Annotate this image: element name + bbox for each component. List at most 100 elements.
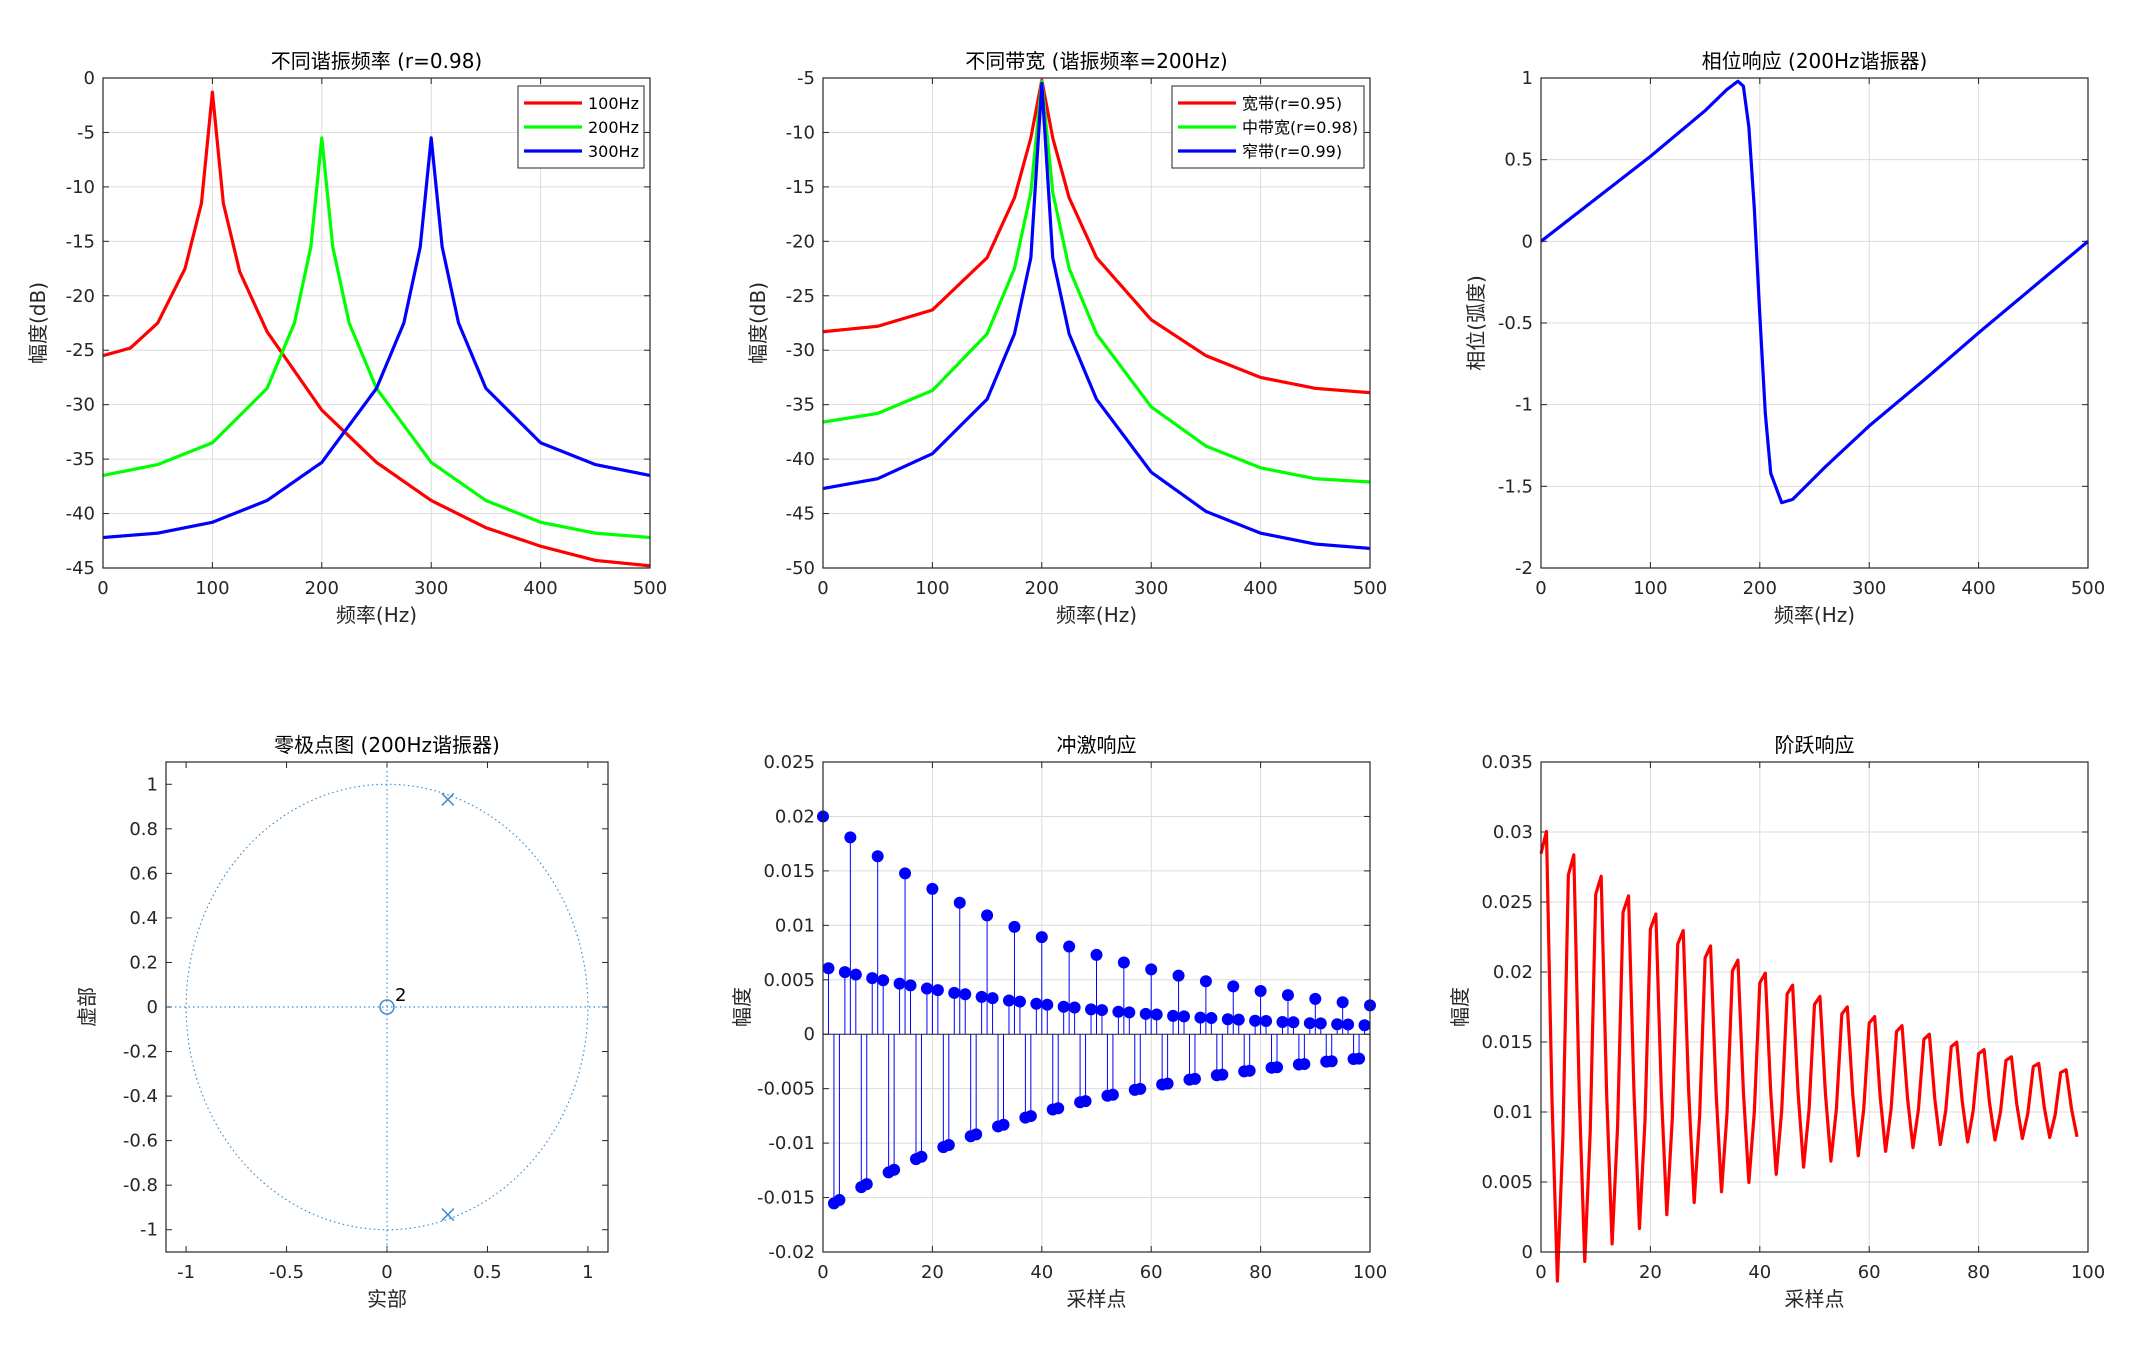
y-tick-label: 0.015 bbox=[763, 861, 815, 882]
y-tick-label: -1 bbox=[140, 1220, 158, 1241]
y-tick-label: 0 bbox=[84, 68, 95, 89]
stem-marker bbox=[833, 1194, 846, 1207]
x-tick-label: 200 bbox=[1743, 578, 1777, 599]
stem-marker bbox=[1314, 1017, 1327, 1030]
y-tick-label: -25 bbox=[786, 286, 815, 307]
series-line-3 bbox=[102, 136, 651, 540]
y-tick-label: -45 bbox=[786, 504, 815, 525]
stem-marker bbox=[1024, 1110, 1037, 1123]
legend-entry-2: 中带宽(r=0.98) bbox=[1242, 118, 1358, 137]
x-tick-label: 0 bbox=[97, 578, 108, 599]
y-tick-label: 0.025 bbox=[763, 752, 815, 773]
y-tick-label: -0.6 bbox=[123, 1131, 158, 1152]
y-tick-label: 0.2 bbox=[129, 952, 158, 973]
y-tick-label: -0.2 bbox=[123, 1042, 158, 1063]
x-axis-label: 频率(Hz) bbox=[336, 603, 417, 627]
y-tick-label: -20 bbox=[786, 231, 815, 252]
x-tick-label: 60 bbox=[1140, 1262, 1163, 1283]
axes-frame bbox=[1540, 77, 2089, 569]
x-tick-label: 400 bbox=[1243, 578, 1277, 599]
stem-marker bbox=[1095, 1004, 1108, 1017]
y-tick-label: 0.02 bbox=[775, 806, 815, 827]
y-tick-label: -10 bbox=[66, 177, 95, 198]
x-tick-label: -0.5 bbox=[269, 1262, 304, 1283]
stem-marker bbox=[920, 982, 933, 995]
stem-marker bbox=[1216, 1068, 1229, 1081]
y-tick-label: 0.4 bbox=[129, 908, 158, 929]
chart-panel-4: -1 -0.5 0 0.5 1 1 0.8 0.6 0.4 0.2 0 -0.2 -0.4 -0.6 -0.… bbox=[75, 733, 609, 1311]
stem-marker bbox=[997, 1118, 1010, 1131]
x-tick-label: 300 bbox=[1134, 578, 1168, 599]
series-line-3 bbox=[822, 81, 1371, 550]
x-tick-label: 20 bbox=[1639, 1262, 1662, 1283]
x-tick-label: 500 bbox=[1353, 578, 1387, 599]
stem-marker bbox=[953, 896, 966, 909]
stem-marker bbox=[1002, 994, 1015, 1007]
stem-marker bbox=[1030, 997, 1043, 1010]
stem-marker bbox=[1145, 963, 1158, 976]
x-tick-label: 20 bbox=[921, 1262, 944, 1283]
y-tick-label: -50 bbox=[786, 558, 815, 579]
y-tick-label: -0.01 bbox=[768, 1133, 815, 1154]
legend-entry-3: 300Hz bbox=[588, 142, 639, 161]
axes-frame bbox=[1540, 761, 2089, 1253]
y-tick-label: -0.015 bbox=[757, 1188, 815, 1209]
stem-marker bbox=[1085, 1003, 1098, 1016]
pole-marker bbox=[441, 792, 455, 806]
stem-marker bbox=[1052, 1102, 1065, 1115]
y-tick-label: 0 bbox=[1522, 231, 1533, 252]
y-axis-label: 幅度 bbox=[1448, 987, 1472, 1027]
stem-marker bbox=[1008, 920, 1021, 933]
stem-marker bbox=[1287, 1016, 1300, 1029]
stem-marker bbox=[1057, 1000, 1070, 1013]
stem-marker bbox=[1205, 1012, 1218, 1025]
step-response-line bbox=[1539, 829, 2079, 1283]
y-tick-label: 0.035 bbox=[1481, 752, 1533, 773]
stem-marker bbox=[866, 972, 879, 985]
stem-marker bbox=[948, 986, 961, 999]
x-axis-label: 实部 bbox=[367, 1287, 407, 1311]
y-tick-label: 0.025 bbox=[1481, 892, 1533, 913]
stem-marker bbox=[975, 990, 988, 1003]
y-axis-label: 相位(弧度) bbox=[1464, 275, 1488, 371]
x-tick-label: 400 bbox=[1961, 578, 1995, 599]
stem-marker bbox=[1194, 1011, 1207, 1024]
x-tick-label: 40 bbox=[1748, 1262, 1771, 1283]
x-tick-label: 60 bbox=[1858, 1262, 1881, 1283]
stem-marker bbox=[1167, 1009, 1180, 1022]
y-tick-label: -0.5 bbox=[1498, 313, 1533, 334]
stem-marker bbox=[1342, 1018, 1355, 1031]
stem-marker bbox=[1303, 1017, 1316, 1030]
stem-marker bbox=[942, 1138, 955, 1151]
x-tick-label: 0.5 bbox=[473, 1262, 502, 1283]
x-tick-label: 500 bbox=[633, 578, 667, 599]
y-tick-label: -0.8 bbox=[123, 1175, 158, 1196]
series-line-2 bbox=[822, 79, 1371, 484]
stem-marker bbox=[931, 984, 944, 997]
y-tick-label: -45 bbox=[66, 558, 95, 579]
axes-frame bbox=[822, 761, 1371, 1253]
x-tick-label: 400 bbox=[523, 578, 557, 599]
y-tick-label: 0.005 bbox=[763, 970, 815, 991]
x-axis-label: 采样点 bbox=[1785, 1287, 1845, 1311]
stem-marker bbox=[822, 962, 835, 975]
y-tick-label: -40 bbox=[66, 504, 95, 525]
y-tick-label: -35 bbox=[66, 449, 95, 470]
chart-panel-5: 0 20 40 60 80 1000.0250.020.0150.010.0050-0.0… bbox=[730, 733, 1387, 1311]
chart-title: 相位响应 (200Hz谐振器) bbox=[1702, 49, 1928, 73]
stem-marker bbox=[1150, 1008, 1163, 1021]
x-tick-label: 300 bbox=[414, 578, 448, 599]
y-tick-label: -0.02 bbox=[768, 1242, 815, 1263]
stem-marker bbox=[1134, 1082, 1147, 1095]
x-axis-label: 采样点 bbox=[1067, 1287, 1127, 1311]
y-tick-label: 0 bbox=[1522, 1242, 1533, 1263]
stem-marker bbox=[1336, 996, 1349, 1009]
zero-multiplicity-label: 2 bbox=[395, 985, 406, 1006]
x-tick-label: 100 bbox=[2071, 1262, 2105, 1283]
chart-panel-6: 0 20 40 60 80 100 0.035 0.03 0.025 0.02 0.015 0.01 0… bbox=[1448, 733, 2105, 1311]
x-tick-label: 40 bbox=[1030, 1262, 1053, 1283]
stem-marker bbox=[1178, 1010, 1191, 1023]
x-tick-label: 200 bbox=[305, 578, 339, 599]
y-tick-label: 0.03 bbox=[1493, 822, 1533, 843]
x-tick-label: 0 bbox=[381, 1262, 392, 1283]
